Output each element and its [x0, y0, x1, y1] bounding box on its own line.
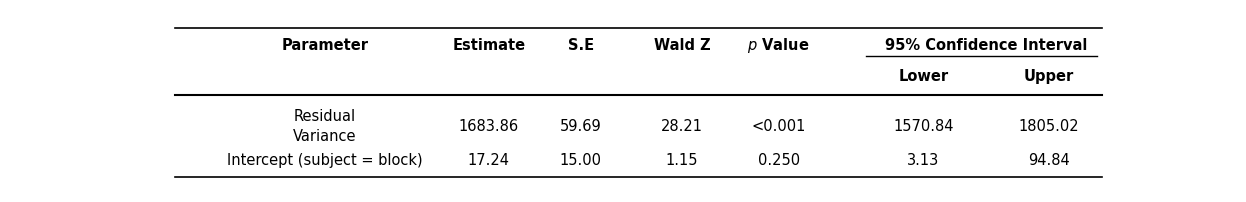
Text: 1805.02: 1805.02 — [1019, 118, 1079, 133]
Text: Parameter: Parameter — [282, 38, 369, 53]
Text: 1683.86: 1683.86 — [459, 118, 520, 133]
Text: 95% Confidence Interval: 95% Confidence Interval — [885, 38, 1088, 53]
Text: 59.69: 59.69 — [559, 118, 602, 133]
Text: 15.00: 15.00 — [559, 152, 602, 167]
Text: Estimate: Estimate — [452, 38, 526, 53]
Text: <0.001: <0.001 — [751, 118, 806, 133]
Text: 28.21: 28.21 — [662, 118, 703, 133]
Text: Wald Z: Wald Z — [654, 38, 710, 53]
Text: 94.84: 94.84 — [1028, 152, 1070, 167]
Text: 1.15: 1.15 — [665, 152, 698, 167]
Text: 1570.84: 1570.84 — [893, 118, 953, 133]
Text: $p$ Value: $p$ Value — [748, 36, 810, 55]
Text: Upper: Upper — [1024, 69, 1074, 84]
Text: 3.13: 3.13 — [907, 152, 939, 167]
Text: Lower: Lower — [898, 69, 948, 84]
Text: S.E: S.E — [568, 38, 593, 53]
Text: 0.250: 0.250 — [758, 152, 800, 167]
Text: Variance: Variance — [293, 128, 356, 143]
Text: Intercept (subject = block): Intercept (subject = block) — [227, 152, 422, 167]
Text: 17.24: 17.24 — [468, 152, 510, 167]
Text: Residual: Residual — [294, 108, 356, 123]
